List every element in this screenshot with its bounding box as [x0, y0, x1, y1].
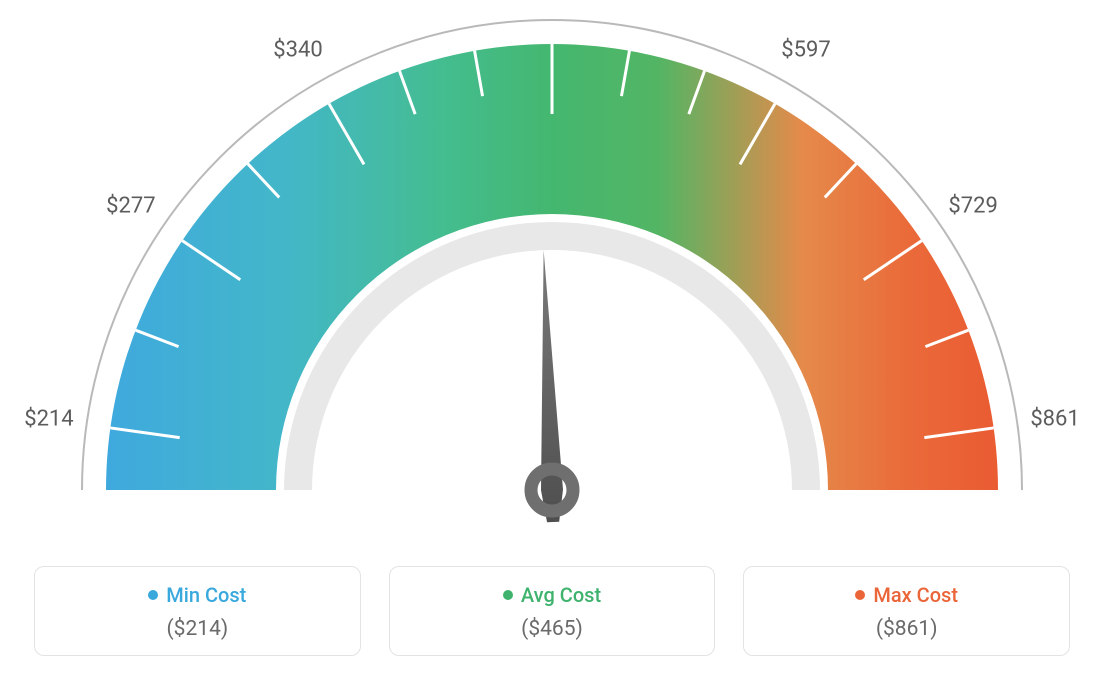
- legend-title-text: Min Cost: [166, 583, 246, 607]
- legend-value-min: ($214): [45, 617, 350, 641]
- legend-title-text: Max Cost: [873, 583, 958, 607]
- gauge-tick-label: $214: [24, 407, 73, 432]
- gauge-tick-label: $729: [948, 193, 997, 218]
- dot-icon: [855, 590, 865, 600]
- gauge-tick-label: $340: [273, 38, 322, 63]
- legend-row: Min Cost ($214) Avg Cost ($465) Max Cost…: [0, 566, 1104, 656]
- legend-title-min: Min Cost: [148, 583, 246, 607]
- gauge-tick-label: $861: [1030, 407, 1079, 432]
- legend-title-avg: Avg Cost: [503, 583, 601, 607]
- legend-value-max: ($861): [754, 617, 1059, 641]
- gauge-tick-label: $597: [781, 38, 830, 63]
- legend-value-avg: ($465): [400, 617, 705, 641]
- dot-icon: [148, 590, 158, 600]
- legend-title-text: Avg Cost: [521, 583, 601, 607]
- legend-title-max: Max Cost: [855, 583, 958, 607]
- legend-card-min: Min Cost ($214): [34, 566, 361, 656]
- dot-icon: [503, 590, 513, 600]
- legend-card-avg: Avg Cost ($465): [389, 566, 716, 656]
- gauge-tick-label: $277: [106, 193, 155, 218]
- gauge-svg: [0, 0, 1104, 560]
- gauge-chart: $214$277$340$465$597$729$861: [0, 0, 1104, 560]
- legend-card-max: Max Cost ($861): [743, 566, 1070, 656]
